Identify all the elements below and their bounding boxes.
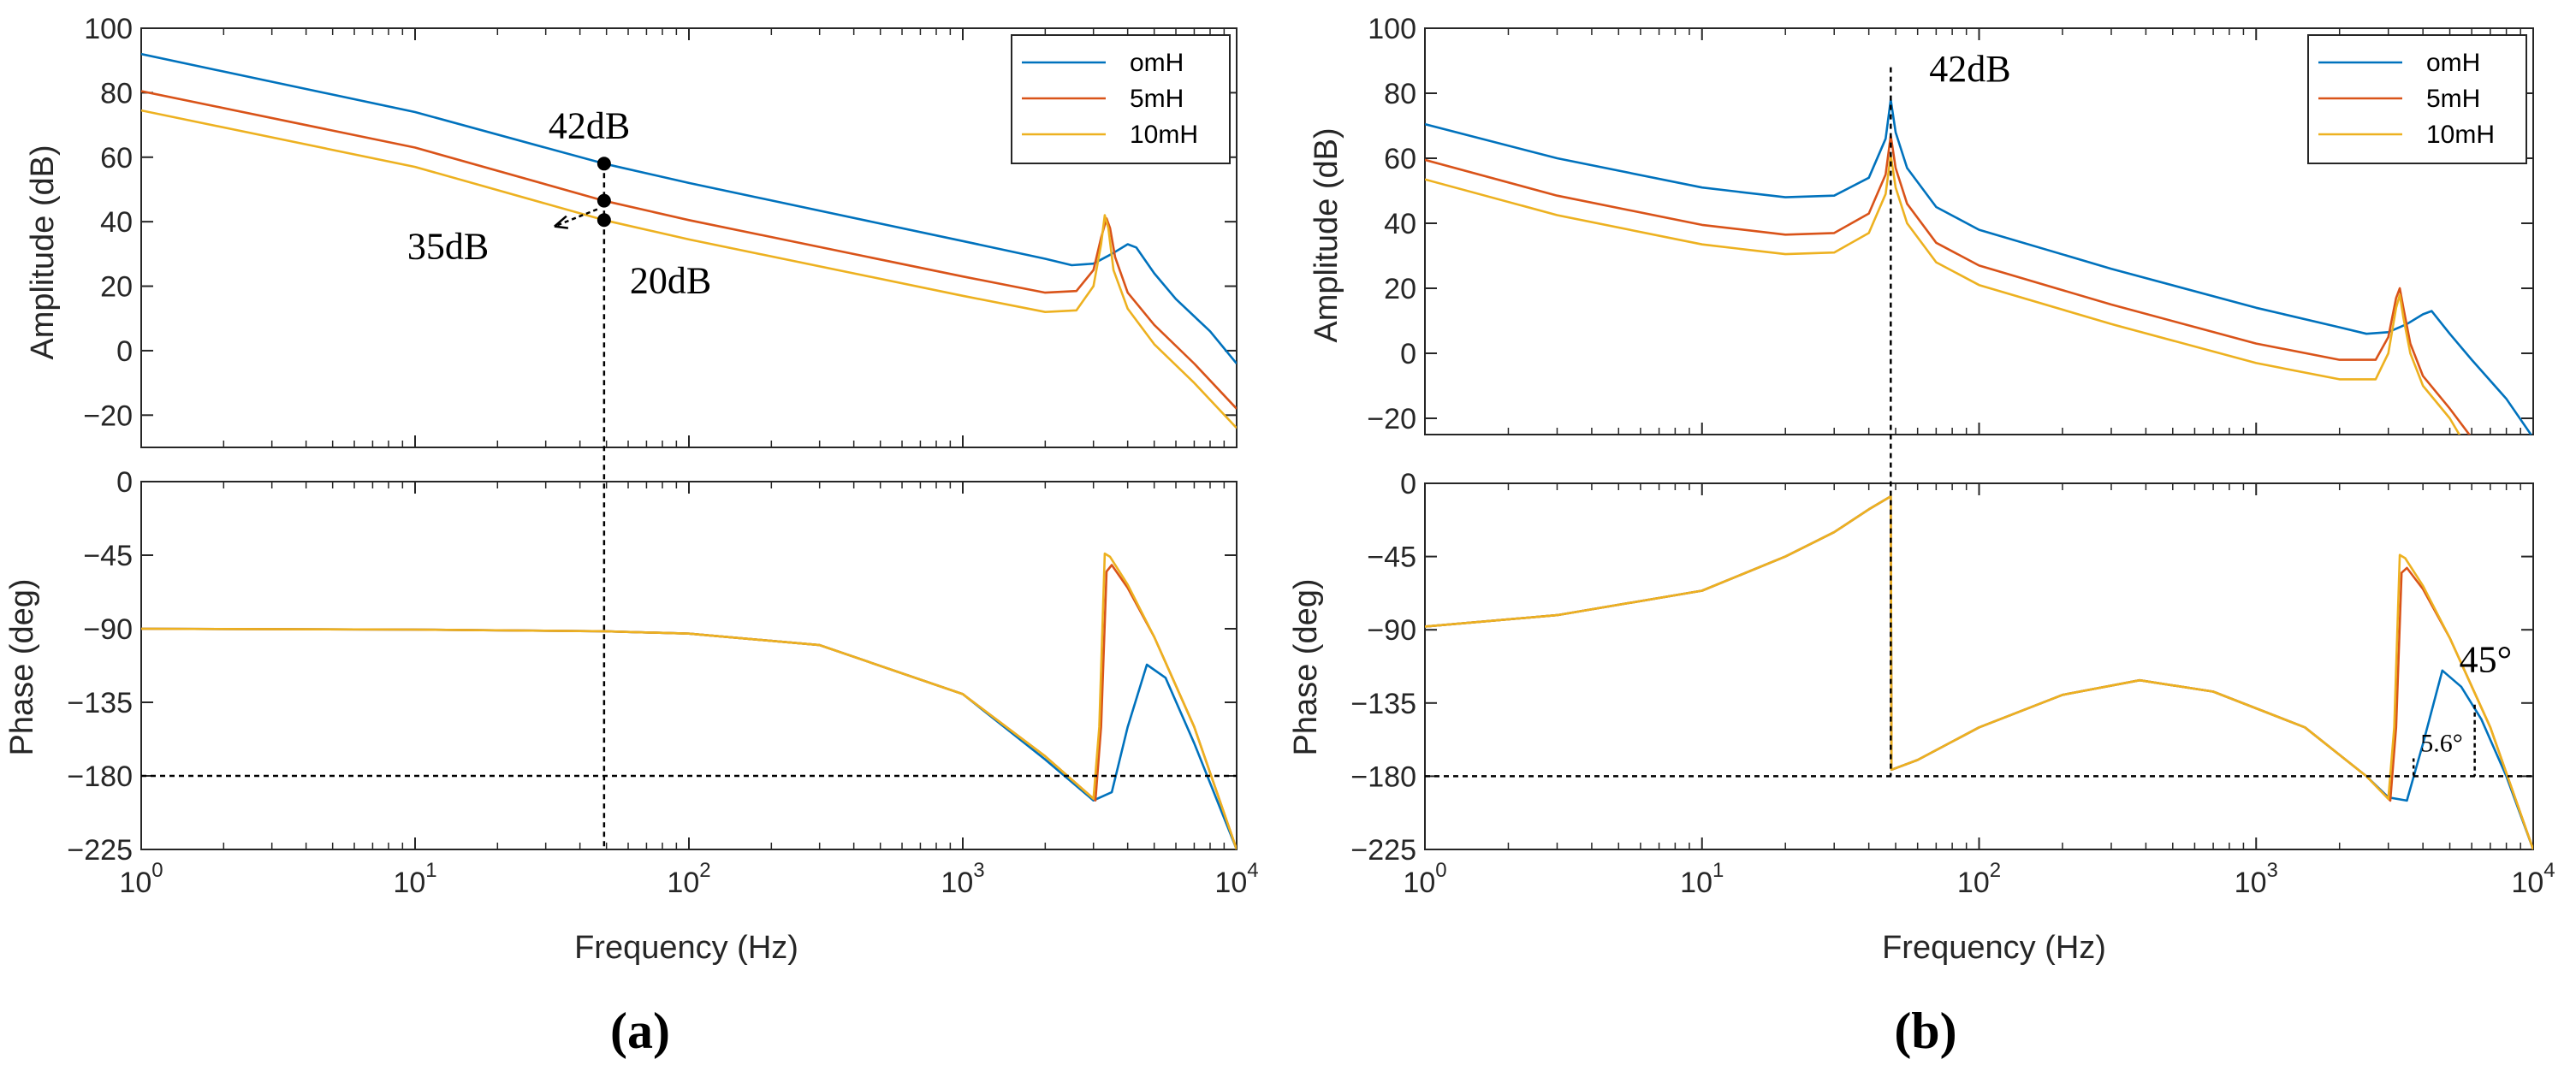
panel-a-phase-xtick-exponent: 2 [699, 859, 710, 882]
panel-a-annotation-42dB: 42dB [549, 104, 630, 146]
panel-b-xlabel: Frequency (Hz) [1882, 930, 2106, 966]
panel-b-amplitude-ytick-label: 40 [1384, 208, 1416, 240]
panel-b: Amplitude (dB) Phase (deg) Frequency (Hz… [1288, 13, 2555, 1059]
panel-b-amplitude-ytick-label: 60 [1384, 143, 1416, 175]
panel-b-annotation-45deg: 45° [2460, 639, 2513, 681]
panel-b-phase-xtick-label: 103 [2235, 859, 2278, 899]
panel-a-xlabel: Frequency (Hz) [574, 930, 798, 966]
panel-a-amplitude-series-5mH [141, 90, 1237, 410]
panel-b-phase-ytick-label: −90 [1367, 614, 1416, 647]
panel-a-marker-dot [597, 213, 611, 228]
panel-b-phase-xtick-label: 104 [2511, 859, 2555, 899]
panel-a-phase-frame [140, 481, 1238, 850]
panel-a-phase-xtick-exponent: 0 [151, 859, 163, 882]
panel-b-phase-ytick-label: −135 [1350, 688, 1416, 720]
panel-b-legend-label-omH: omH [2426, 49, 2480, 77]
panel-b-label: (b) [1894, 1003, 1956, 1059]
panel-b-phase-xtick-exponent: 3 [2266, 859, 2277, 882]
panel-b-phase-xtick-label: 101 [1680, 859, 1724, 899]
panel-a-phase-xtick-exponent: 4 [1247, 859, 1258, 882]
panel-b-phase-series-10mH [1425, 494, 2533, 849]
panel-b-phase-xtick-exponent: 0 [1435, 859, 1446, 882]
panel-a-phase-series-10mH [141, 552, 1237, 849]
panel-b-phase-ytick-label: −225 [1350, 834, 1416, 867]
panel-b-phase-xtick-label: 102 [1957, 859, 2001, 899]
panel-b-phase-xtick-exponent: 4 [2543, 859, 2555, 882]
panel-a-marker-dot [597, 157, 611, 171]
panel-b-amplitude-ytick-label: 0 [1400, 338, 1416, 370]
panel-a-amplitude-series-omH [141, 52, 1237, 364]
panel-b-legend-label-10mH: 10mH [2426, 121, 2495, 149]
panel-a-phase-ylabel: Phase (deg) [4, 578, 40, 755]
panel-b-amplitude-ytick-label: 100 [1368, 13, 1416, 45]
panel-b-amplitude-series-5mH [1425, 134, 2471, 435]
panel-a-phase-xtick-label: 101 [393, 859, 436, 899]
panel-b-amplitude-ytick-label: 20 [1384, 273, 1416, 305]
panel-b-phase-series-omH [1425, 494, 2533, 849]
panel-a-amplitude-ytick-label: 20 [100, 271, 133, 304]
panel-b-phase-ytick-label: −180 [1350, 760, 1416, 793]
panel-b-phase-xtick-exponent: 2 [1990, 859, 2001, 882]
panel-a-phase-ytick-label: −225 [67, 834, 133, 867]
panel-a-amplitude-ytick-label: 0 [116, 335, 133, 368]
panel-a-amplitude-ytick-label: 40 [100, 206, 133, 239]
panel-a-phase-xtick-label: 103 [941, 859, 984, 899]
panel-b-legend-label-5mH: 5mH [2426, 85, 2480, 113]
panel-b-amplitude-ytick-label: −20 [1367, 403, 1416, 435]
panel-b-phase-frame [1424, 482, 2534, 850]
panel-a-phase-ytick-label: −180 [67, 760, 133, 793]
panel-a-amplitude-ytick-label: 100 [84, 13, 133, 45]
panel-a-annotation-20dB: 20dB [630, 259, 711, 301]
panel-a-amplitude-series-10mH [141, 109, 1237, 429]
panel-b-phase-ytick-label: 0 [1400, 468, 1416, 500]
panel-a-annotation-35dB: 35dB [407, 226, 489, 268]
panel-b-phase-series-5mH [1425, 494, 2533, 849]
panel-a-amplitude-ytick-label: 60 [100, 142, 133, 175]
panel-a-phase-ytick-label: −135 [67, 687, 133, 719]
panel-b-amplitude-series-10mH [1425, 153, 2461, 435]
panel-a-phase-xtick-exponent: 1 [425, 859, 436, 882]
panel-b-phase-ylabel: Phase (deg) [1288, 578, 1324, 755]
panel-a-legend-label-5mH: 5mH [1130, 85, 1184, 113]
panel-a-amplitude-ytick-label: −20 [83, 399, 133, 432]
panel-a-phase-xtick-exponent: 3 [973, 859, 984, 882]
panel-a-amplitude-ytick-label: 80 [100, 77, 133, 109]
panel-a-legend-label-10mH: 10mH [1130, 121, 1198, 149]
panel-a: Amplitude (dB) Phase (deg) Frequency (Hz… [4, 13, 1259, 1059]
panel-a-label: (a) [610, 1003, 670, 1059]
panel-b-amplitude-ylabel: Amplitude (dB) [1309, 127, 1344, 342]
panel-a-phase-series-omH [141, 627, 1237, 849]
panel-a-annotation-arrowhead [554, 215, 569, 229]
panel-b-annotation-42dB: 42dB [1929, 48, 2010, 90]
panel-b-amplitude-series-omH [1425, 98, 2532, 435]
panel-b-amplitude-ytick-label: 80 [1384, 78, 1416, 110]
panel-a-phase-ytick-label: −90 [83, 613, 133, 646]
panel-a-phase-xtick-label: 104 [1214, 859, 1258, 899]
panel-b-phase-ytick-label: −45 [1367, 541, 1416, 574]
panel-a-amplitude-ylabel: Amplitude (dB) [25, 145, 61, 359]
panel-a-phase-ytick-label: −45 [83, 540, 133, 572]
panel-a-phase-xtick-label: 102 [667, 859, 710, 899]
panel-a-phase-series-5mH [141, 564, 1237, 849]
panel-a-legend-label-omH: omH [1130, 49, 1184, 77]
panel-b-annotation-5-6deg: 5.6° [2420, 729, 2463, 757]
panel-b-phase-xtick-exponent: 1 [1712, 859, 1724, 882]
panel-a-marker-dot [597, 193, 611, 208]
panel-a-phase-ytick-label: 0 [116, 466, 133, 499]
